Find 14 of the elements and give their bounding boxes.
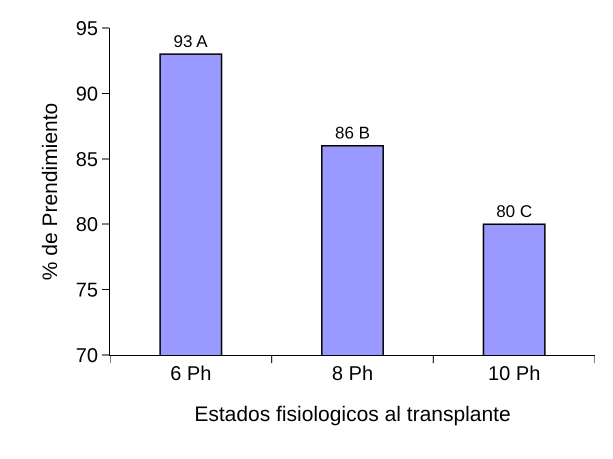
x-tick-label: 8 Ph bbox=[332, 363, 374, 385]
y-tick-label: 90 bbox=[76, 83, 98, 106]
y-tick-label: 70 bbox=[76, 345, 98, 367]
x-axis-title: Estados fisiologicos al transplante bbox=[194, 403, 511, 426]
data-label: 80 C bbox=[496, 202, 532, 222]
x-tick-label: 6 Ph bbox=[170, 363, 212, 385]
data-label: 86 B bbox=[335, 124, 370, 143]
y-axis-title: % de Prendimiento bbox=[38, 102, 62, 280]
y-tick-label: 80 bbox=[76, 214, 98, 236]
y-tick-label: 95 bbox=[76, 18, 98, 40]
x-tick-label: 10 Ph bbox=[488, 363, 540, 385]
y-tick-label: 85 bbox=[76, 148, 98, 171]
data-label: 93 A bbox=[173, 32, 208, 52]
y-tick-label: 75 bbox=[76, 280, 98, 302]
